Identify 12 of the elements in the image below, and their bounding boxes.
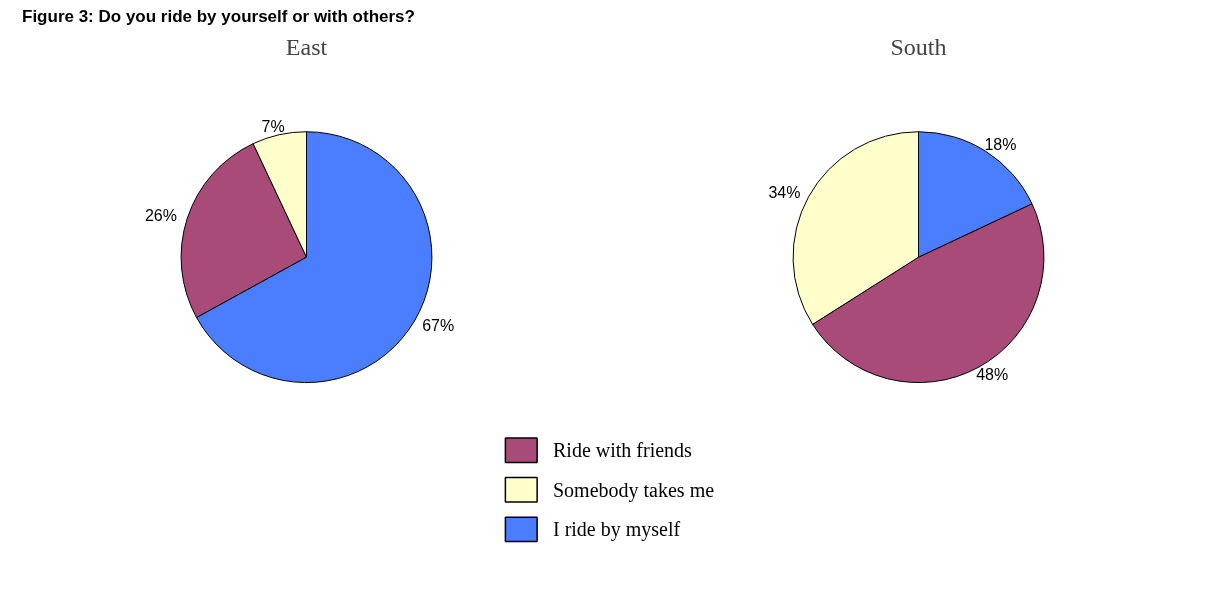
chart-title: East — [285, 33, 328, 60]
data-label: 48% — [976, 365, 1009, 383]
data-label: 67% — [422, 316, 455, 334]
caption: Figure 3: Do you ride by yourself or with others? — [22, 7, 415, 26]
legend-label: I ride by myself — [552, 518, 681, 542]
chart-title: South — [890, 33, 947, 60]
data-label: 34% — [768, 184, 801, 202]
data-label: 7% — [261, 118, 285, 136]
legend-label: Somebody takes me — [552, 478, 715, 502]
data-label: 26% — [144, 207, 177, 225]
data-label: 18% — [984, 135, 1017, 153]
legend-label: Ride with friends — [552, 439, 693, 462]
